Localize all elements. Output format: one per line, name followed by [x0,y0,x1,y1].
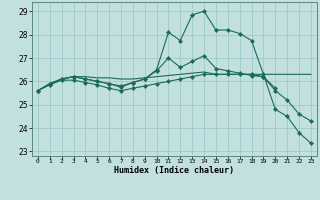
X-axis label: Humidex (Indice chaleur): Humidex (Indice chaleur) [115,166,234,175]
